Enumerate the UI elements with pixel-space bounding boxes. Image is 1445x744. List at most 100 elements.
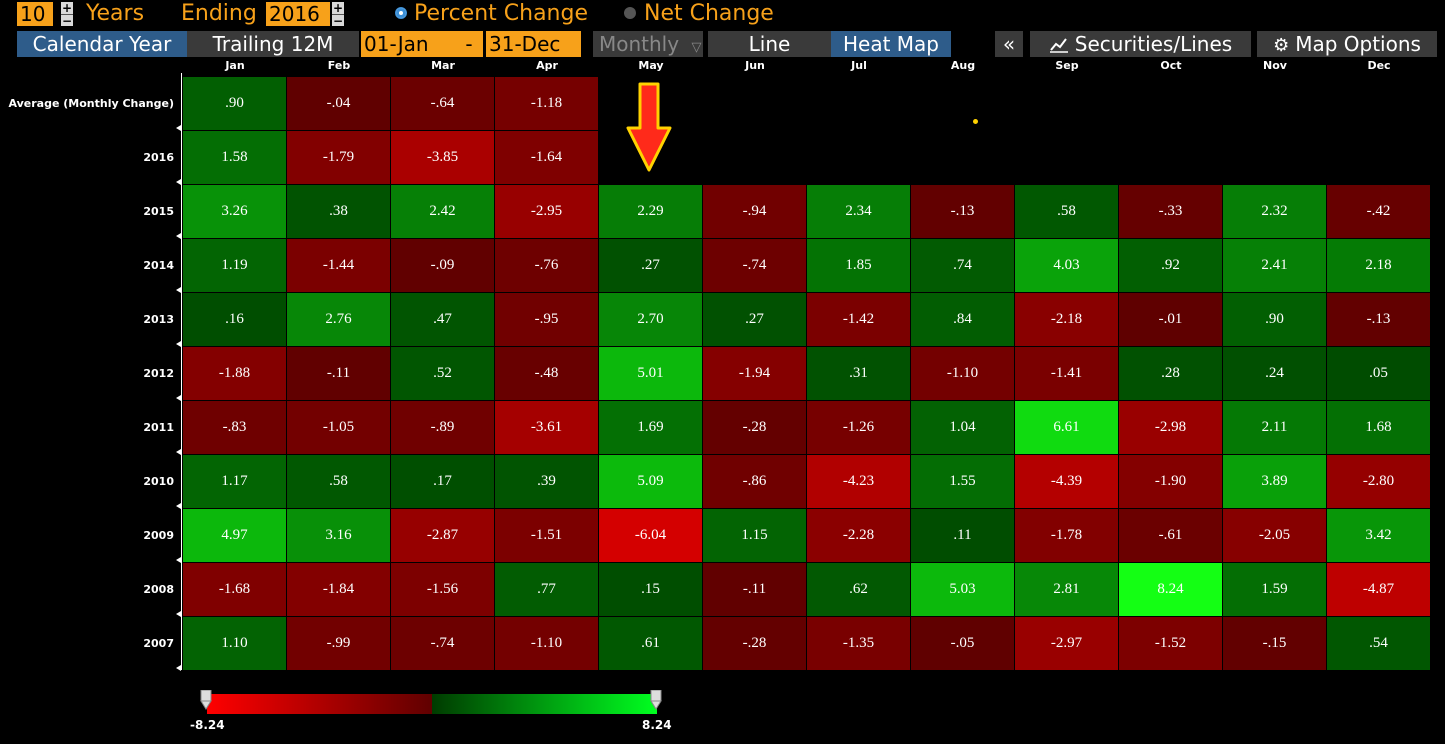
heatmap-cell[interactable]: -6.04 bbox=[599, 509, 702, 562]
heatmap-cell[interactable]: 1.10 bbox=[183, 617, 286, 670]
heatmap-cell[interactable]: 4.97 bbox=[183, 509, 286, 562]
heatmap-cell[interactable]: -.11 bbox=[287, 347, 390, 400]
calendar-year-button[interactable]: Calendar Year bbox=[17, 31, 187, 57]
heatmap-cell[interactable]: -.99 bbox=[287, 617, 390, 670]
heatmap-cell[interactable]: .15 bbox=[599, 563, 702, 616]
heatmap-cell[interactable]: 8.24 bbox=[1119, 563, 1222, 616]
heatmap-cell[interactable]: -1.51 bbox=[495, 509, 598, 562]
map-options-button[interactable]: ⚙ Map Options bbox=[1257, 31, 1437, 57]
heatmap-cell[interactable]: 2.11 bbox=[1223, 401, 1326, 454]
heatmap-cell[interactable]: 1.85 bbox=[807, 239, 910, 292]
heatmap-cell[interactable]: -.74 bbox=[391, 617, 494, 670]
heatmap-cell[interactable]: 5.01 bbox=[599, 347, 702, 400]
trailing-12m-button[interactable]: Trailing 12M bbox=[187, 31, 359, 57]
securities-lines-button[interactable]: Securities/Lines bbox=[1030, 31, 1251, 57]
heatmap-cell[interactable]: 2.18 bbox=[1327, 239, 1430, 292]
heatmap-cell[interactable]: 1.15 bbox=[703, 509, 806, 562]
heatmap-cell[interactable]: -.13 bbox=[911, 185, 1014, 238]
heatmap-cell[interactable]: 1.04 bbox=[911, 401, 1014, 454]
line-button[interactable]: Line bbox=[708, 31, 831, 57]
heatmap-cell[interactable]: .90 bbox=[183, 77, 286, 130]
heatmap-cell[interactable]: .27 bbox=[599, 239, 702, 292]
decrement-icon[interactable]: − bbox=[61, 14, 73, 28]
heatmap-cell[interactable]: -1.56 bbox=[391, 563, 494, 616]
heatmap-cell[interactable]: 1.55 bbox=[911, 455, 1014, 508]
heatmap-cell[interactable]: -4.23 bbox=[807, 455, 910, 508]
percent-change-radio[interactable] bbox=[395, 7, 407, 19]
heatmap-cell[interactable]: -.04 bbox=[287, 77, 390, 130]
heatmap-cell[interactable]: .38 bbox=[287, 185, 390, 238]
heatmap-cell[interactable]: -1.79 bbox=[287, 131, 390, 184]
heatmap-cell[interactable]: -.83 bbox=[183, 401, 286, 454]
heatmap-cell[interactable]: 2.76 bbox=[287, 293, 390, 346]
heatmap-cell[interactable]: .92 bbox=[1119, 239, 1222, 292]
heatmap-cell[interactable]: 5.09 bbox=[599, 455, 702, 508]
heatmap-cell[interactable]: -1.05 bbox=[287, 401, 390, 454]
heatmap-cell[interactable]: -1.10 bbox=[495, 617, 598, 670]
heatmap-cell[interactable]: 2.29 bbox=[599, 185, 702, 238]
heatmap-cell[interactable]: .84 bbox=[911, 293, 1014, 346]
heatmap-cell[interactable]: 3.89 bbox=[1223, 455, 1326, 508]
heatmap-cell[interactable]: -2.95 bbox=[495, 185, 598, 238]
heatmap-cell[interactable]: .17 bbox=[391, 455, 494, 508]
heatmap-cell[interactable]: -2.98 bbox=[1119, 401, 1222, 454]
heatmap-cell[interactable]: -1.84 bbox=[287, 563, 390, 616]
heatmap-cell[interactable]: 2.41 bbox=[1223, 239, 1326, 292]
heatmap-cell[interactable]: .77 bbox=[495, 563, 598, 616]
heatmap-cell[interactable]: 2.42 bbox=[391, 185, 494, 238]
heatmap-cell[interactable]: -.28 bbox=[703, 401, 806, 454]
heatmap-cell[interactable]: -.74 bbox=[703, 239, 806, 292]
net-change-radio[interactable] bbox=[624, 7, 636, 19]
heatmap-cell[interactable]: .54 bbox=[1327, 617, 1430, 670]
heatmap-cell[interactable]: 1.19 bbox=[183, 239, 286, 292]
heatmap-cell[interactable]: -1.64 bbox=[495, 131, 598, 184]
heatmap-cell[interactable]: 3.42 bbox=[1327, 509, 1430, 562]
heatmap-cell[interactable]: -.28 bbox=[703, 617, 806, 670]
years-stepper[interactable]: + − bbox=[61, 1, 73, 28]
heatmap-cell[interactable]: 4.03 bbox=[1015, 239, 1118, 292]
heatmap-cell[interactable]: -2.87 bbox=[391, 509, 494, 562]
ending-year-stepper[interactable]: + − bbox=[332, 2, 344, 28]
heatmap-cell[interactable]: -1.18 bbox=[495, 77, 598, 130]
heatmap-cell[interactable]: -.05 bbox=[911, 617, 1014, 670]
heatmap-cell[interactable]: -.01 bbox=[1119, 293, 1222, 346]
heatmap-cell[interactable]: -1.78 bbox=[1015, 509, 1118, 562]
heatmap-cell[interactable]: 1.69 bbox=[599, 401, 702, 454]
heat-map-button[interactable]: Heat Map bbox=[831, 31, 951, 57]
heatmap-cell[interactable]: -.94 bbox=[703, 185, 806, 238]
heatmap-cell[interactable]: .39 bbox=[495, 455, 598, 508]
heatmap-cell[interactable]: 2.81 bbox=[1015, 563, 1118, 616]
decrement-icon[interactable]: − bbox=[332, 14, 344, 28]
end-date-input[interactable]: 31-Dec bbox=[486, 31, 581, 57]
heatmap-cell[interactable]: -.33 bbox=[1119, 185, 1222, 238]
heatmap-cell[interactable]: .05 bbox=[1327, 347, 1430, 400]
heatmap-cell[interactable]: .52 bbox=[391, 347, 494, 400]
percent-change-label[interactable]: Percent Change bbox=[414, 1, 589, 26]
heatmap-cell[interactable]: 3.26 bbox=[183, 185, 286, 238]
heatmap-cell[interactable]: -3.61 bbox=[495, 401, 598, 454]
heatmap-cell[interactable]: -.42 bbox=[1327, 185, 1430, 238]
heatmap-cell[interactable]: .74 bbox=[911, 239, 1014, 292]
heatmap-cell[interactable]: .11 bbox=[911, 509, 1014, 562]
heatmap-cell[interactable]: -1.10 bbox=[911, 347, 1014, 400]
heatmap-cell[interactable]: 1.58 bbox=[183, 131, 286, 184]
heatmap-cell[interactable]: -.09 bbox=[391, 239, 494, 292]
heatmap-cell[interactable]: .58 bbox=[287, 455, 390, 508]
heatmap-cell[interactable]: -.48 bbox=[495, 347, 598, 400]
heatmap-cell[interactable]: -1.42 bbox=[807, 293, 910, 346]
heatmap-cell[interactable]: -1.35 bbox=[807, 617, 910, 670]
heatmap-cell[interactable]: -2.97 bbox=[1015, 617, 1118, 670]
heatmap-cell[interactable]: 3.16 bbox=[287, 509, 390, 562]
scale-min-handle[interactable] bbox=[200, 690, 212, 710]
heatmap-cell[interactable]: -2.05 bbox=[1223, 509, 1326, 562]
heatmap-cell[interactable]: -.61 bbox=[1119, 509, 1222, 562]
heatmap-cell[interactable]: -.95 bbox=[495, 293, 598, 346]
heatmap-cell[interactable]: -1.41 bbox=[1015, 347, 1118, 400]
heatmap-cell[interactable]: -3.85 bbox=[391, 131, 494, 184]
heatmap-cell[interactable]: 1.59 bbox=[1223, 563, 1326, 616]
heatmap-cell[interactable]: 2.34 bbox=[807, 185, 910, 238]
collapse-button[interactable]: « bbox=[995, 31, 1023, 57]
heatmap-cell[interactable]: -.11 bbox=[703, 563, 806, 616]
heatmap-cell[interactable]: .27 bbox=[703, 293, 806, 346]
increment-icon[interactable]: + bbox=[61, 1, 73, 15]
